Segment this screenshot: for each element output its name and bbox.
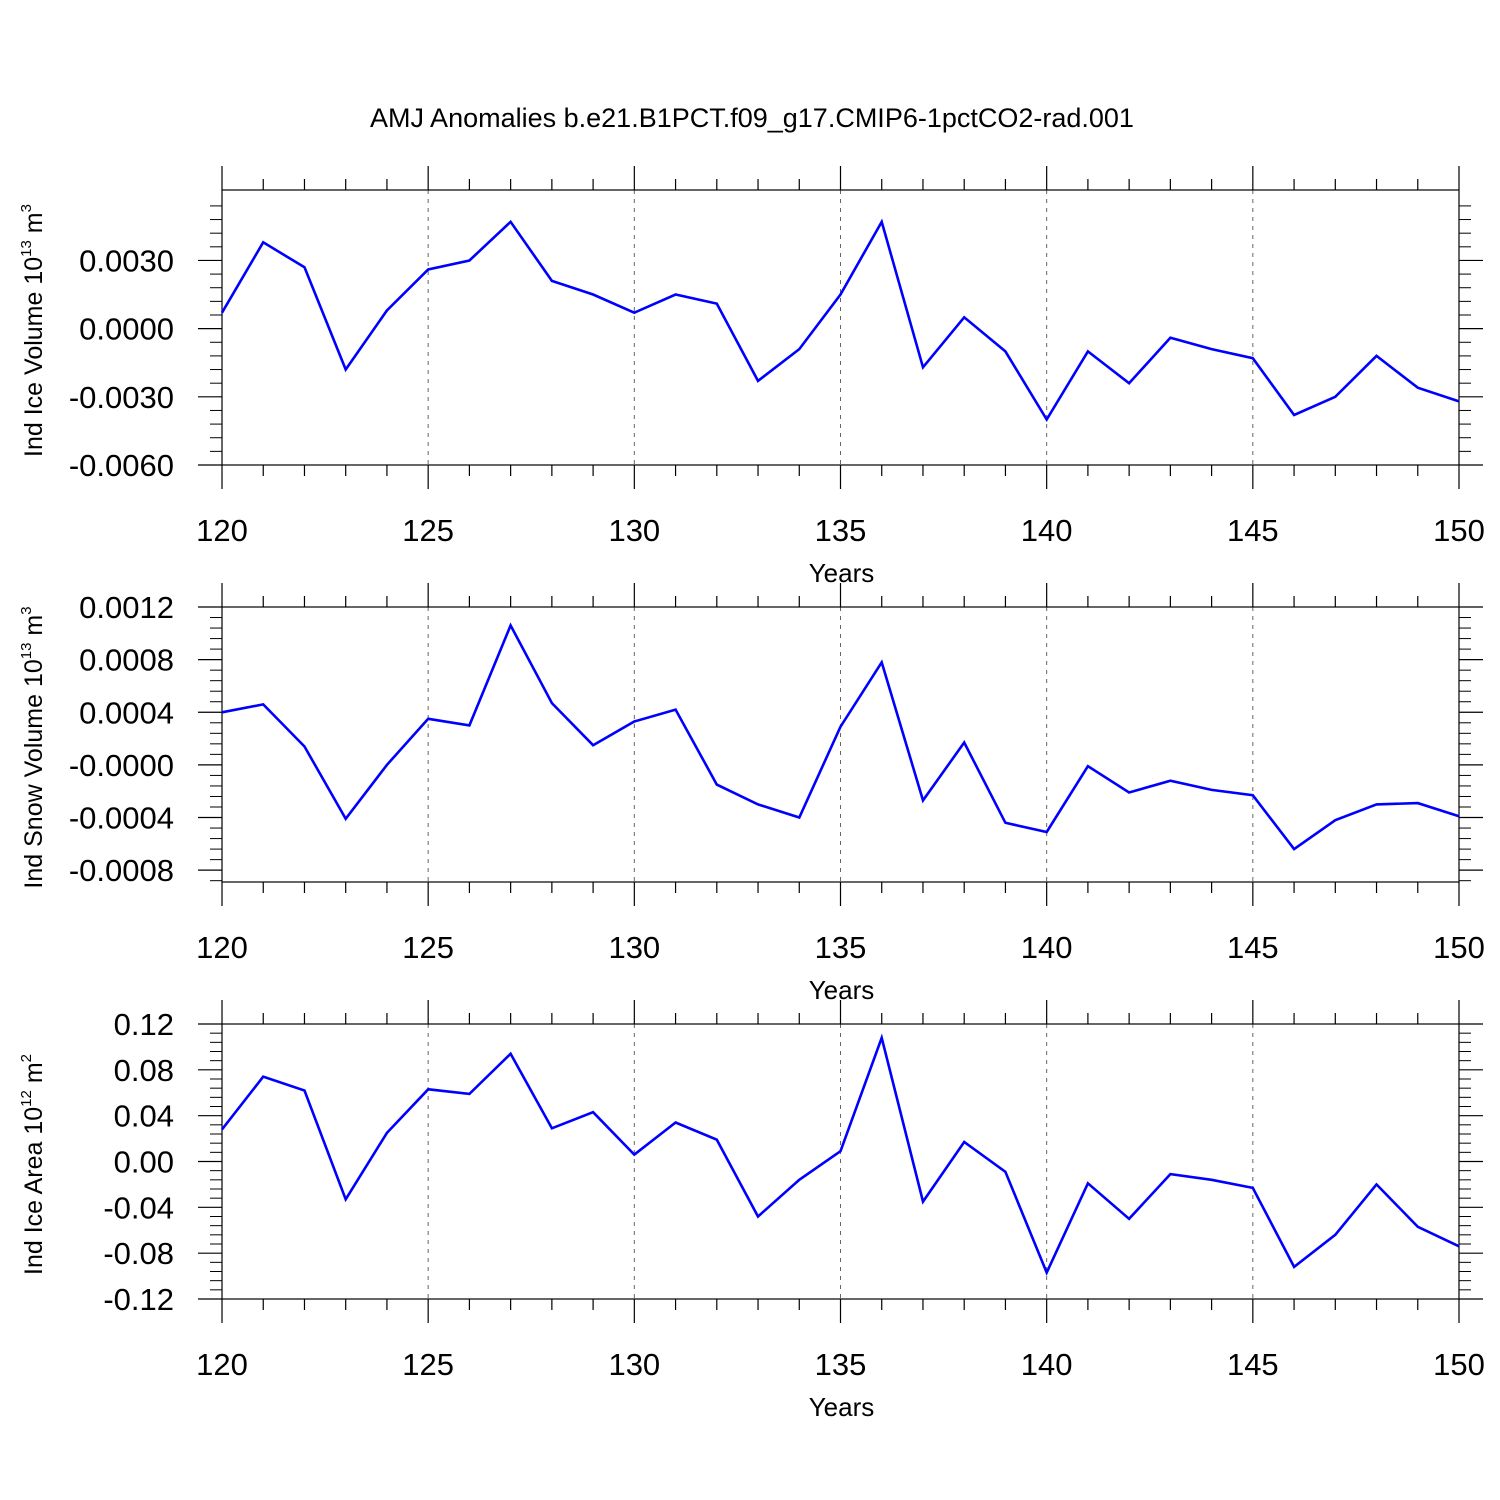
x-tick-label: 125 xyxy=(402,513,454,548)
y-tick-label: 0.0000 xyxy=(79,312,174,347)
panel-3: 120 125 130 135 140 145 150 0.12 0.08 0.04 0.00 -0.… xyxy=(18,1000,1485,1422)
y-axis-label-exponent: 2 xyxy=(18,1054,35,1062)
y-tick-label: 0.08 xyxy=(114,1053,174,1088)
chart-title: AMJ Anomalies b.e21.B1PCT.f09_g17.CMIP6-… xyxy=(370,103,1134,133)
y-axis-label-text: m xyxy=(20,615,48,643)
y-axis-label-exponent: 13 xyxy=(18,643,35,660)
x-tick-label: 150 xyxy=(1433,1347,1485,1382)
x-tick-label: 120 xyxy=(196,1347,248,1382)
y-tick-label: 0.0008 xyxy=(79,643,174,678)
y-tick-label: -0.0000 xyxy=(69,748,174,783)
x-tick-label: 130 xyxy=(608,513,660,548)
y-tick-label: 0.04 xyxy=(114,1099,174,1134)
x-tick-label: 140 xyxy=(1021,930,1073,965)
x-tick-label: 135 xyxy=(815,513,867,548)
y-tick-label: -0.0004 xyxy=(69,801,174,836)
panel-2: 120 125 130 135 140 145 150 0.0012 0.0008 0.0004 -… xyxy=(18,583,1485,1005)
series-line xyxy=(220,1033,1460,1276)
y-axis-label-text: Ind Snow Volume 10 xyxy=(20,659,48,888)
x-tick-label: 120 xyxy=(196,513,248,548)
x-tick-label: 125 xyxy=(402,930,454,965)
x-tick-label: 120 xyxy=(196,930,248,965)
panel-1: 120 125 130 135 140 145 150 0.0030 0.0000 -0.0030… xyxy=(18,166,1485,588)
x-tick-label: 145 xyxy=(1227,1347,1279,1382)
y-axis-label-exponent: 3 xyxy=(18,606,35,614)
x-tick-label: 145 xyxy=(1227,930,1279,965)
y-axis-label-text: m xyxy=(20,1062,48,1090)
y-axis-label: Ind Ice Volume 1013 m3 xyxy=(18,204,48,457)
y-axis-label: Ind Ice Area 1012 m2 xyxy=(18,1054,48,1275)
x-axis-label: Years xyxy=(809,1392,875,1422)
y-tick-label: -0.04 xyxy=(103,1190,174,1225)
y-tick-label: -0.08 xyxy=(103,1236,174,1271)
y-axis-label: Ind Snow Volume 1013 m3 xyxy=(18,606,48,888)
x-axis-label: Years xyxy=(809,975,875,1005)
y-tick-label: 0.12 xyxy=(114,1007,174,1042)
y-tick-label: 0.0004 xyxy=(79,695,174,730)
y-tick-label: 0.0030 xyxy=(79,243,174,278)
series-line xyxy=(220,218,1460,423)
y-axis-label-text: m xyxy=(20,212,48,240)
y-axis-label-text: Ind Ice Area 10 xyxy=(20,1107,48,1275)
x-tick-label: 140 xyxy=(1021,1347,1073,1382)
x-tick-label: 130 xyxy=(608,1347,660,1382)
y-tick-label: -0.12 xyxy=(103,1282,174,1317)
x-tick-label: 150 xyxy=(1433,930,1485,965)
x-axis-label: Years xyxy=(809,558,875,588)
panels: 120 125 130 135 140 145 150 0.0030 0.0000 -0.0030… xyxy=(18,166,1485,1422)
y-axis-label-exponent: 3 xyxy=(18,204,35,212)
y-axis-label-exponent: 13 xyxy=(18,240,35,257)
x-tick-label: 125 xyxy=(402,1347,454,1382)
x-tick-label: 145 xyxy=(1227,513,1279,548)
y-tick-label: 0.0012 xyxy=(79,590,174,625)
series-line xyxy=(221,622,1460,851)
y-tick-label: -0.0030 xyxy=(69,380,174,415)
y-tick-label: -0.0008 xyxy=(69,853,174,888)
y-axis-label-text: Ind Ice Volume 10 xyxy=(20,257,48,457)
x-tick-label: 150 xyxy=(1433,513,1485,548)
x-tick-label: 130 xyxy=(608,930,660,965)
x-tick-label: 135 xyxy=(815,1347,867,1382)
x-tick-label: 135 xyxy=(815,930,867,965)
x-tick-label: 140 xyxy=(1021,513,1073,548)
y-tick-label: -0.0060 xyxy=(69,448,174,483)
y-axis-label-exponent: 12 xyxy=(18,1090,35,1107)
y-tick-label: 0.00 xyxy=(114,1145,174,1180)
